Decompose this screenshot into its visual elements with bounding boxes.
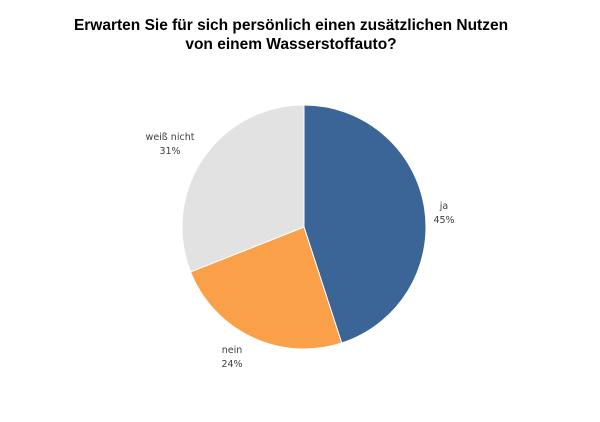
pie-slice-nein (189, 226, 343, 350)
data-label-value: 45% (433, 215, 454, 226)
chart-title-line-2: von einem Wasserstoffauto? (185, 36, 397, 53)
data-label-category: weiß nicht (146, 132, 195, 143)
data-label-category: nein (222, 345, 243, 356)
chart-title: Erwarten Sie für sich persönlich einen z… (0, 16, 582, 54)
data-label-value: 24% (221, 359, 242, 370)
data-label-category: ja (439, 201, 448, 212)
pie-slice-weiß-nicht (181, 104, 305, 273)
pie-slice-ja (303, 104, 427, 344)
data-label-value: 31% (159, 146, 180, 157)
chart-title-line-1: Erwarten Sie für sich persönlich einen z… (73, 17, 509, 34)
